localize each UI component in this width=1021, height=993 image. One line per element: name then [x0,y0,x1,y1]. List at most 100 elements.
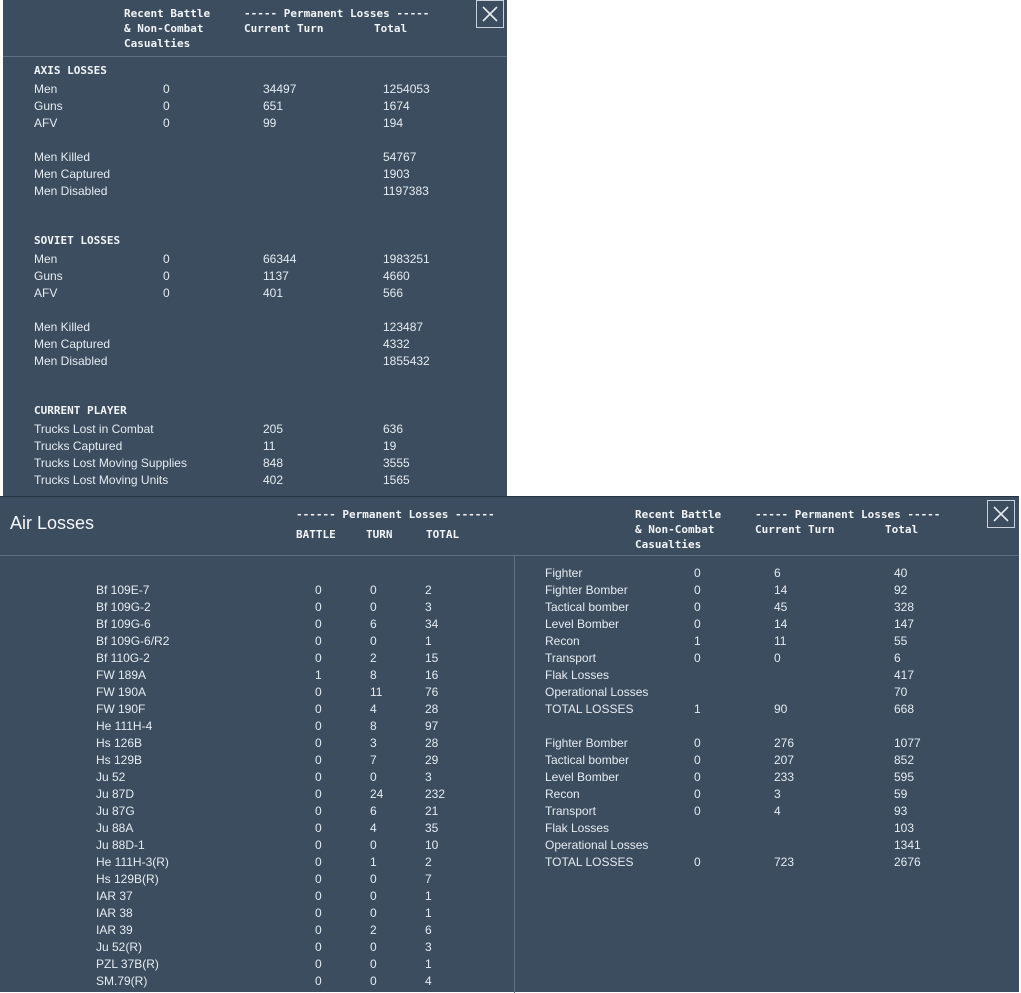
summary-value: 6 [774,566,781,580]
row-label: Guns [34,269,63,283]
summary-value: 1341 [894,838,921,852]
aircraft-value: 2 [370,923,377,937]
aircraft-value: 0 [370,974,377,988]
aircraft-value: 8 [370,668,377,682]
detail-value: 1855432 [383,354,430,368]
aircraft-value: 1 [370,855,377,869]
aircraft-value: 0 [370,838,377,852]
aircraft-value: 0 [370,770,377,784]
aircraft-value: 1 [425,634,432,648]
aircraft-name: Bf 109G-2 [96,600,151,614]
row-value: 11 [263,439,276,453]
aircraft-value: 97 [425,719,439,733]
aircraft-value: 0 [370,940,377,954]
summary-label: Operational Losses [545,838,649,852]
row-value: 0 [163,286,170,300]
total-col-header: TOTAL [426,528,460,541]
detail-value: 1903 [383,167,410,181]
air-total-header: Total [885,523,919,536]
detail-value: 1197383 [383,184,429,198]
summary-value: 55 [894,634,908,648]
row-value: 651 [263,99,284,113]
aircraft-value: 0 [315,753,322,767]
aircraft-value: 0 [315,974,322,988]
summary-value: 0 [774,651,781,665]
aircraft-value: 0 [315,617,322,631]
row-value: 205 [263,422,284,436]
aircraft-value: 0 [370,634,377,648]
aircraft-value: 0 [315,872,322,886]
aircraft-value: 0 [315,736,322,750]
aircraft-value: 0 [315,804,322,818]
row-value: 99 [263,116,277,130]
summary-label: Fighter Bomber [545,583,628,597]
summary-label: Tactical bomber [545,600,630,614]
row-value: 1983251 [383,252,430,266]
detail-value: 4332 [383,337,410,351]
aircraft-name: Bf 109G-6/R2 [96,634,170,648]
summary-label: TOTAL LOSSES [545,855,634,869]
detail-label: Men Captured [34,167,111,181]
summary-value: 0 [694,804,701,818]
aircraft-value: 232 [425,787,446,801]
aircraft-value: 0 [315,923,322,937]
row-label: Men [34,252,58,266]
aircraft-value: 0 [370,600,377,614]
summary-value: 2676 [894,855,921,869]
detail-label: Men Captured [34,337,111,351]
permanent-losses-header: ----- Permanent Losses ----- [244,7,430,20]
aircraft-value: 0 [315,583,322,597]
aircraft-value: 10 [425,838,439,852]
row-value: 1565 [383,473,410,487]
summary-value: 595 [894,770,915,784]
aircraft-name: Bf 109E-7 [96,583,150,597]
aircraft-name: He 111H-3(R) [96,855,169,869]
summary-label: Level Bomber [545,770,620,784]
air-header-divider [0,555,1019,556]
aircraft-value: 28 [425,702,439,716]
row-value: 3555 [383,456,410,470]
summary-value: 0 [694,566,701,580]
row-label: AFV [34,286,58,300]
detail-label: Men Killed [34,320,91,334]
summary-value: 93 [894,804,908,818]
aircraft-value: 8 [370,719,377,733]
close-icon [482,6,498,22]
aircraft-value: 0 [370,583,377,597]
aircraft-value: 2 [425,583,432,597]
row-value: 1674 [383,99,410,113]
aircraft-value: 21 [425,804,439,818]
summary-label: Fighter [545,566,583,580]
aircraft-name: He 111H-4 [96,719,153,733]
aircraft-value: 3 [425,770,432,784]
detail-label: Men Killed [34,150,91,164]
detail-value: 123487 [383,320,424,334]
summary-value: 417 [894,668,915,682]
row-value: 0 [163,116,170,130]
recent-header-1: Recent Battle [124,7,211,20]
section-title: CURRENT PLAYER [34,404,127,417]
summary-value: 92 [894,583,908,597]
summary-label: TOTAL LOSSES [545,702,634,716]
row-value: 4660 [383,269,410,283]
detail-label: Men Disabled [34,354,108,368]
aircraft-value: 0 [370,906,377,920]
aircraft-value: 0 [315,651,322,665]
air-recent-header-3: Casualties [635,538,702,551]
aircraft-value: 76 [425,685,439,699]
summary-value: 0 [694,736,701,750]
aircraft-value: 0 [315,838,322,852]
air-recent-header-2: & Non-Combat [635,523,715,536]
aircraft-value: 0 [370,889,377,903]
aircraft-value: 11 [370,685,383,699]
row-value: 1137 [263,269,289,283]
summary-value: 852 [894,753,915,767]
close-button[interactable] [476,0,504,28]
summary-value: 45 [774,600,788,614]
current-turn-header: Current Turn [244,22,324,35]
aircraft-value: 0 [315,821,322,835]
aircraft-name: Hs 129B [96,753,143,767]
aircraft-name: PZL 37B(R) [96,957,159,971]
air-close-button[interactable] [987,500,1015,528]
air-recent-header-1: Recent Battle [635,508,722,521]
